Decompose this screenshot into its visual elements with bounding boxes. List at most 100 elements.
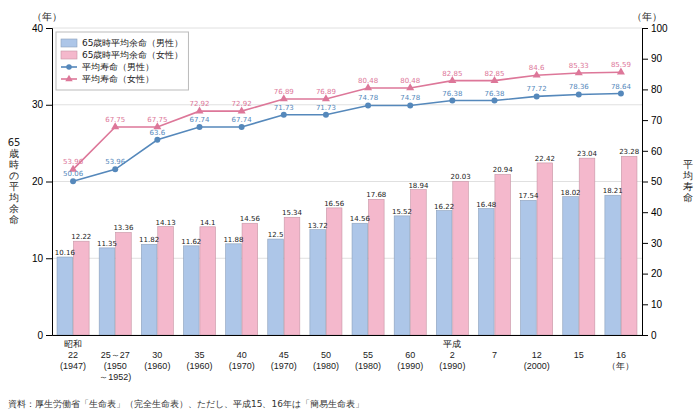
tick-mark xyxy=(46,258,52,259)
line-label: 72.92 xyxy=(189,100,209,108)
bar-label: 18.02 xyxy=(561,189,581,197)
x-tick-label: 55(1980) xyxy=(355,350,381,371)
x-axis: 昭和22(1947)25～27(1950～1952)30(1960)35(196… xyxy=(53,336,643,383)
bar-label: 13.72 xyxy=(308,222,328,230)
y2-tick: 100 xyxy=(642,23,668,34)
y-axis: 010203040 xyxy=(32,23,53,341)
line-label: 67.74 xyxy=(232,116,253,124)
tick-mark xyxy=(642,182,648,183)
y2-tick-label: 10 xyxy=(651,299,663,310)
bar-label: 11.62 xyxy=(181,238,201,246)
y2-tick: 50 xyxy=(642,176,663,187)
y-tick-label: 30 xyxy=(32,99,44,110)
y2-tick-label: 60 xyxy=(651,146,663,157)
legend-label: 65歳時平均余命（女性） xyxy=(82,50,183,60)
bar xyxy=(495,174,511,335)
x-tick: 平成2(1990) xyxy=(439,339,465,371)
legend-marker xyxy=(66,64,72,70)
y-tick: 10 xyxy=(32,253,52,264)
bar-series xyxy=(73,156,636,335)
bar-label: 14.13 xyxy=(156,219,176,227)
x-tick-label: 35(1960) xyxy=(186,350,212,371)
bar-label: 18.94 xyxy=(408,182,429,190)
line-label: 71.73 xyxy=(274,104,294,112)
y-tick-label: 10 xyxy=(32,253,44,264)
x-tick: 12(2000) xyxy=(524,350,550,371)
line-label: 82.85 xyxy=(484,70,504,78)
x-tick: 35(1960) xyxy=(186,350,212,371)
tick-mark xyxy=(642,274,648,275)
legend: 65歳時平均余命（男性）65歳時平均余命（女性）平均寿命（男性）平均寿命（女性） xyxy=(56,32,188,90)
bar-label: 23.28 xyxy=(619,148,639,156)
bar xyxy=(579,158,595,335)
grid-line xyxy=(52,335,642,336)
y-tick-label: 40 xyxy=(32,23,44,34)
line-label: 50.06 xyxy=(63,170,84,178)
line-label: 84.6 xyxy=(529,64,545,72)
x-tick: 50(1980) xyxy=(313,350,339,371)
y2-tick: 70 xyxy=(642,115,663,126)
x-tick: 45(1970) xyxy=(271,350,297,371)
grid-line xyxy=(52,28,642,29)
line-label: 76.89 xyxy=(316,88,336,96)
x-tick: 40(1970) xyxy=(229,350,255,371)
y2-tick-label: 0 xyxy=(651,330,657,341)
legend-marker xyxy=(65,75,72,81)
legend-swatch xyxy=(61,51,77,59)
y2-tick: 10 xyxy=(642,299,663,310)
y-tick: 30 xyxy=(32,99,52,110)
bar xyxy=(537,163,553,335)
y2-tick-label: 80 xyxy=(651,84,663,95)
marker xyxy=(197,124,203,130)
y2-tick: 90 xyxy=(642,53,663,64)
bar xyxy=(200,227,216,335)
x-tick: 昭和22(1947) xyxy=(60,339,86,371)
tick-mark xyxy=(46,28,52,29)
tick-mark xyxy=(642,59,648,60)
y2-tick: 40 xyxy=(642,207,663,218)
bar xyxy=(310,230,326,335)
bar-label: 11.35 xyxy=(97,240,117,248)
line-label: 67.75 xyxy=(105,116,125,124)
tick-mark xyxy=(642,151,648,152)
tick-mark xyxy=(642,335,648,336)
tick-mark xyxy=(642,89,648,90)
marker xyxy=(492,98,498,104)
x-tick-label: 60(1990) xyxy=(397,350,423,371)
y2-axis-title: 平均寿命 xyxy=(682,159,693,203)
bar xyxy=(99,248,115,335)
bar-label: 11.82 xyxy=(139,236,159,244)
y2-tick: 20 xyxy=(642,268,663,279)
tick-mark xyxy=(642,304,648,305)
y-tick: 20 xyxy=(32,176,52,187)
x-tick-label: 45(1970) xyxy=(271,350,297,371)
line-label: 74.78 xyxy=(400,94,420,102)
tick-mark xyxy=(46,105,52,106)
line-label: 74.78 xyxy=(358,94,378,102)
bar-label: 12.22 xyxy=(71,233,91,241)
bar-label: 15.34 xyxy=(282,209,303,217)
line-label: 85.33 xyxy=(569,62,589,70)
line-label: 78.36 xyxy=(569,83,590,91)
bar-label: 16.22 xyxy=(434,203,454,211)
line-label: 77.72 xyxy=(527,85,547,93)
source: 資料：厚生労働省「生命表」（完全生命表）、ただし、平成15、16年は「簡易生命表… xyxy=(8,399,364,409)
x-tick-label: 平成2(1990) xyxy=(439,339,465,371)
bar xyxy=(57,257,73,335)
y2-tick-label: 50 xyxy=(651,176,663,187)
grid-line xyxy=(52,258,642,259)
bar-label: 17.68 xyxy=(366,191,386,199)
legend-label: 平均寿命（男性） xyxy=(82,62,154,72)
legend-box xyxy=(56,32,188,90)
x-tick-label: 50(1980) xyxy=(313,350,339,371)
marker xyxy=(112,166,118,172)
line-label: 72.92 xyxy=(232,100,252,108)
bar-label: 11.88 xyxy=(223,236,243,244)
bar xyxy=(621,156,637,335)
line-label: 53.96 xyxy=(105,158,126,166)
bar-label: 20.94 xyxy=(493,166,514,174)
line-label: 71.73 xyxy=(316,104,336,112)
marker xyxy=(618,91,624,97)
bar xyxy=(183,246,199,335)
y2-tick: 30 xyxy=(642,238,663,249)
